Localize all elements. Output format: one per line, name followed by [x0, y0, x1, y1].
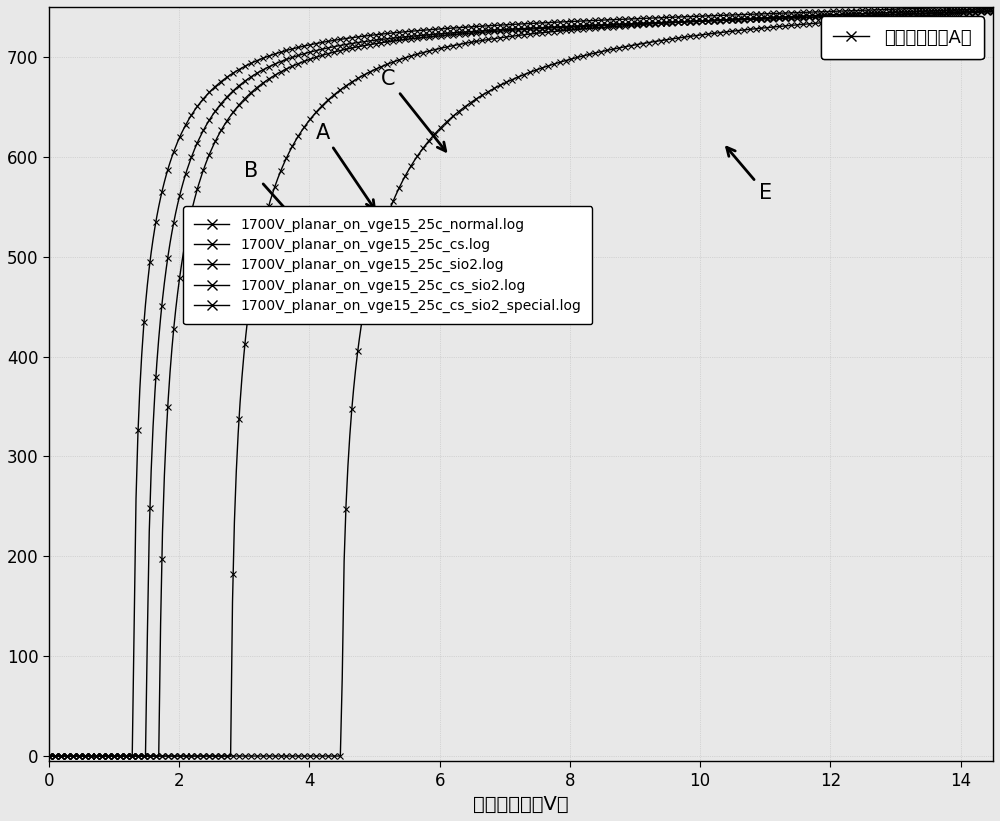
1700V_planar_on_vge15_25c_sio2.log	[605, 15, 617, 25]
Text: D: D	[532, 231, 579, 273]
1700V_planar_on_vge15_25c_sio2.log	[497, 20, 509, 30]
1700V_planar_on_vge15_25c_sio2.log	[817, 7, 829, 16]
1700V_planar_on_vge15_25c_cs_sio2.log	[43, 751, 55, 761]
Legend: 集电极电流（A）: 集电极电流（A）	[821, 16, 984, 59]
1700V_planar_on_vge15_25c_cs_sio2_special.log	[987, 7, 999, 16]
1700V_planar_on_vge15_25c_sio2.log	[43, 751, 55, 761]
1700V_planar_on_vge15_25c_normal.log	[605, 20, 617, 30]
Line: 1700V_planar_on_vge15_25c_cs.log: 1700V_planar_on_vge15_25c_cs.log	[49, 11, 993, 756]
1700V_planar_on_vge15_25c_cs_sio2_special.log	[964, 8, 976, 18]
1700V_planar_on_vge15_25c_cs.log	[43, 751, 55, 761]
1700V_planar_on_vge15_25c_sio2.log	[964, 2, 976, 11]
1700V_planar_on_vge15_25c_cs.log	[987, 6, 999, 16]
1700V_planar_on_vge15_25c_normal.log	[491, 25, 503, 35]
Text: B: B	[244, 161, 315, 242]
1700V_planar_on_vge15_25c_sio2.log	[987, 1, 999, 11]
1700V_planar_on_vge15_25c_normal.log	[554, 22, 566, 32]
1700V_planar_on_vge15_25c_cs_sio2_special.log	[43, 751, 55, 761]
1700V_planar_on_vge15_25c_sio2.log	[554, 17, 566, 27]
1700V_planar_on_vge15_25c_cs.log	[491, 26, 503, 36]
1700V_planar_on_vge15_25c_cs.log	[554, 23, 566, 33]
1700V_planar_on_vge15_25c_sio2.log	[491, 21, 503, 30]
1700V_planar_on_vge15_25c_cs_sio2_special.log	[554, 57, 566, 67]
1700V_planar_on_vge15_25c_normal.log	[497, 25, 509, 34]
1700V_planar_on_vge15_25c_cs_sio2_special.log	[497, 79, 509, 89]
1700V_planar_on_vge15_25c_cs_sio2.log	[497, 33, 509, 43]
1700V_planar_on_vge15_25c_cs_sio2.log	[964, 4, 976, 14]
1700V_planar_on_vge15_25c_normal.log	[964, 7, 976, 16]
1700V_planar_on_vge15_25c_normal.log	[987, 6, 999, 16]
1700V_planar_on_vge15_25c_cs_sio2.log	[987, 3, 999, 13]
X-axis label: 集电极电压（V）: 集电极电压（V）	[473, 795, 569, 814]
1700V_planar_on_vge15_25c_cs_sio2.log	[605, 22, 617, 32]
Line: 1700V_planar_on_vge15_25c_normal.log: 1700V_planar_on_vge15_25c_normal.log	[49, 11, 993, 756]
1700V_planar_on_vge15_25c_cs.log	[817, 12, 829, 22]
1700V_planar_on_vge15_25c_normal.log	[43, 751, 55, 761]
1700V_planar_on_vge15_25c_cs_sio2_special.log	[817, 18, 829, 28]
1700V_planar_on_vge15_25c_normal.log	[817, 11, 829, 21]
1700V_planar_on_vge15_25c_cs_sio2_special.log	[605, 44, 617, 54]
1700V_planar_on_vge15_25c_cs_sio2.log	[554, 26, 566, 36]
1700V_planar_on_vge15_25c_cs_sio2_special.log	[491, 82, 503, 92]
1700V_planar_on_vge15_25c_cs.log	[605, 21, 617, 30]
Text: A: A	[316, 123, 374, 209]
1700V_planar_on_vge15_25c_cs.log	[497, 26, 509, 36]
Text: C: C	[381, 69, 446, 151]
Line: 1700V_planar_on_vge15_25c_cs_sio2_special.log: 1700V_planar_on_vge15_25c_cs_sio2_specia…	[49, 11, 993, 756]
Text: E: E	[727, 147, 772, 203]
Line: 1700V_planar_on_vge15_25c_cs_sio2.log: 1700V_planar_on_vge15_25c_cs_sio2.log	[49, 8, 993, 756]
1700V_planar_on_vge15_25c_cs.log	[964, 7, 976, 16]
1700V_planar_on_vge15_25c_cs_sio2.log	[817, 11, 829, 21]
1700V_planar_on_vge15_25c_cs_sio2.log	[491, 33, 503, 43]
Line: 1700V_planar_on_vge15_25c_sio2.log: 1700V_planar_on_vge15_25c_sio2.log	[49, 6, 993, 756]
